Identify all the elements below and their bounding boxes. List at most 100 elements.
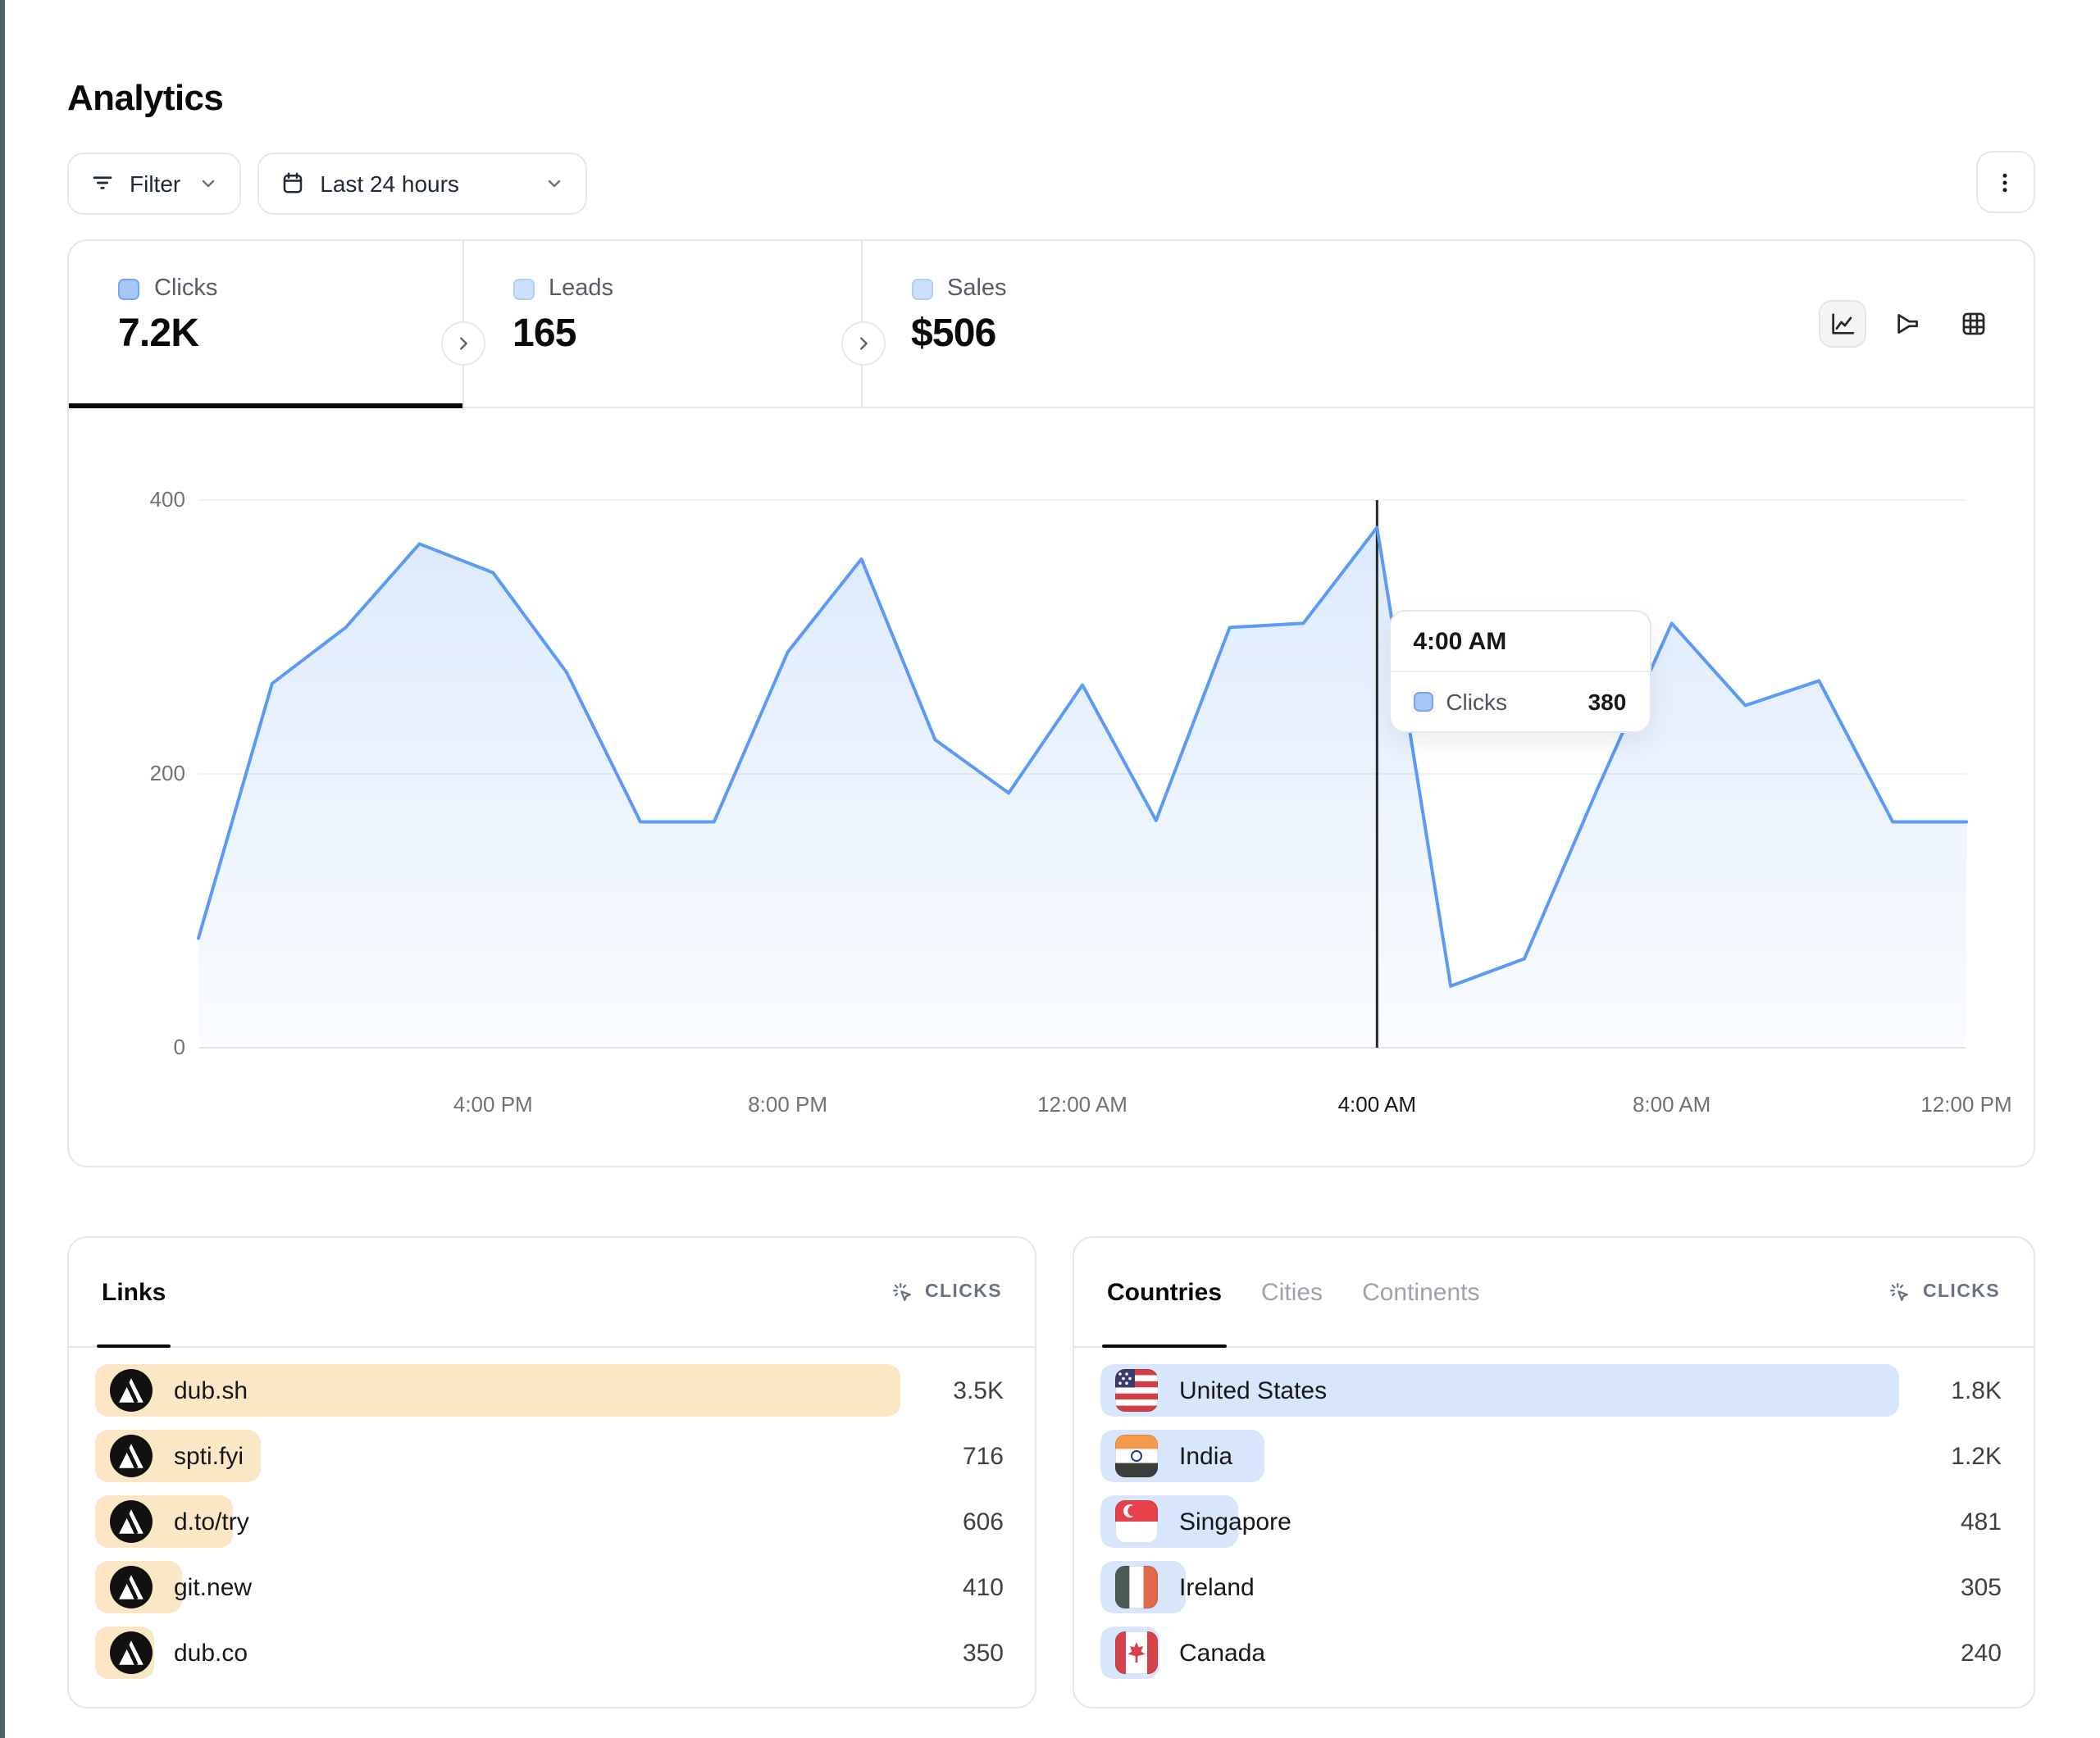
country-row[interactable]: United States 1.8K — [1100, 1364, 2007, 1417]
dub-logo-icon — [110, 1435, 153, 1477]
tab-countries[interactable]: Countries — [1101, 1238, 1228, 1348]
expand-leads-button[interactable] — [441, 321, 485, 366]
calendar-icon — [280, 171, 305, 195]
link-row[interactable]: d.to/try 606 — [95, 1495, 1009, 1548]
metric-label: CLICKS — [1922, 1282, 2000, 1302]
stat-label: Sales — [947, 275, 1007, 302]
row-value: 350 — [962, 1639, 1004, 1667]
y-axis-tick-label: 0 — [173, 1035, 185, 1059]
cursor-click-icon — [892, 1282, 911, 1302]
chevron-down-icon — [544, 173, 564, 193]
y-axis-tick-label: 400 — [149, 487, 185, 512]
row-label: Ireland — [1179, 1573, 1255, 1601]
row-value: 240 — [1960, 1639, 2002, 1667]
clicks-series-chip — [1413, 692, 1433, 712]
tab-continents[interactable]: Continents — [1362, 1278, 1480, 1306]
analytics-card: Clicks 7.2K Leads 165 Sales $ — [67, 239, 2034, 1167]
filter-icon — [90, 171, 115, 195]
sales-series-chip — [911, 278, 932, 299]
tooltip-series-label: Clicks — [1446, 689, 1507, 715]
chevron-right-icon — [460, 337, 467, 350]
stat-value-leads: 165 — [512, 312, 576, 356]
page-title: Analytics — [67, 77, 224, 118]
x-axis-tick-label: 4:00 AM — [1337, 1092, 1416, 1117]
row-value: 716 — [962, 1442, 1004, 1470]
row-label: Canada — [1179, 1639, 1266, 1667]
expand-sales-button[interactable] — [840, 321, 885, 366]
clicks-area-fill — [198, 527, 1966, 1048]
funnel-view-button[interactable] — [1884, 300, 1931, 348]
tooltip-time: 4:00 AM — [1390, 612, 1650, 672]
country-row[interactable]: Canada 240 — [1100, 1627, 2007, 1679]
stat-value-clicks: 7.2K — [118, 312, 199, 356]
clicks-series-chip — [118, 278, 139, 299]
row-label: git.new — [174, 1573, 253, 1601]
stat-value-sales: $506 — [911, 312, 996, 356]
link-row[interactable]: git.new 410 — [95, 1561, 1009, 1613]
filter-label: Filter — [130, 170, 181, 196]
sg-flag-icon — [1115, 1500, 1158, 1543]
dub-logo-icon — [110, 1500, 153, 1543]
stat-label: Leads — [549, 275, 614, 302]
kebab-icon — [1993, 170, 2017, 194]
leads-series-chip — [512, 278, 534, 299]
us-flag-icon — [1115, 1369, 1158, 1412]
link-row[interactable]: dub.sh 3.5K — [95, 1364, 1009, 1417]
links-panel-tabs: Links — [96, 1238, 171, 1348]
chart-tooltip: 4:00 AM Clicks 380 — [1388, 610, 1651, 733]
row-value: 481 — [1960, 1508, 2002, 1536]
x-axis-tick-label: 8:00 AM — [1632, 1092, 1711, 1117]
value-bar — [1100, 1364, 1898, 1417]
date-range-label: Last 24 hours — [320, 170, 459, 196]
row-label: Singapore — [1179, 1508, 1291, 1536]
stat-tab-clicks[interactable]: Clicks 7.2K — [69, 241, 463, 408]
row-label: United States — [1179, 1376, 1328, 1404]
stat-tab-sales[interactable]: Sales $506 — [862, 241, 2033, 407]
x-axis-tick-label: 8:00 PM — [748, 1092, 828, 1117]
table-view-button[interactable] — [1949, 300, 1997, 348]
row-value: 1.2K — [1951, 1442, 2002, 1470]
value-bar — [95, 1364, 900, 1417]
stat-label: Clicks — [154, 275, 218, 302]
tab-links[interactable]: Links — [96, 1238, 171, 1348]
line-chart-view-button[interactable] — [1818, 300, 1865, 348]
country-row[interactable]: Ireland 305 — [1100, 1561, 2007, 1613]
ca-flag-icon — [1115, 1631, 1158, 1674]
tab-cities[interactable]: Cities — [1261, 1278, 1323, 1306]
row-label: dub.co — [174, 1639, 248, 1667]
clicks-series-line — [197, 525, 1968, 988]
dub-logo-icon — [110, 1369, 153, 1412]
grid-table-icon — [1961, 312, 1984, 335]
y-axis-tick-label: 200 — [149, 761, 185, 785]
locations-metric-selector[interactable]: CLICKS — [1888, 1238, 2000, 1346]
clicks-time-series-chart[interactable]: 4:00 AM Clicks 380 400 200 0 4:00 PM 8:00 PM… — [69, 408, 2033, 1166]
funnel-icon — [1897, 314, 1917, 334]
row-label: d.to/try — [174, 1508, 249, 1536]
chevron-down-icon — [198, 173, 218, 193]
stats-tabs: Clicks 7.2K Leads 165 Sales $ — [69, 241, 2033, 408]
row-value: 410 — [962, 1573, 1004, 1601]
links-panel: Links CLICKS dub.sh 3.5K spti.fyi 716 d.to/t… — [67, 1236, 1036, 1708]
chart-canvas — [197, 499, 1968, 1049]
link-row[interactable]: spti.fyi 716 — [95, 1430, 1009, 1482]
links-metric-selector[interactable]: CLICKS — [891, 1238, 1002, 1346]
filter-button[interactable]: Filter — [67, 152, 242, 214]
ie-flag-icon — [1115, 1566, 1158, 1608]
locations-panel: Countries Cities Continents CLICKS United … — [1073, 1236, 2034, 1708]
stat-tab-leads[interactable]: Leads 165 — [463, 241, 862, 407]
line-chart-icon — [1831, 313, 1854, 334]
chevron-right-icon — [859, 337, 867, 350]
date-range-button[interactable]: Last 24 hours — [257, 152, 588, 214]
chart-view-toggles — [1818, 300, 1997, 348]
tooltip-value: 380 — [1588, 689, 1627, 715]
x-axis-tick-label: 12:00 PM — [1920, 1092, 2012, 1117]
more-options-button[interactable] — [1975, 151, 2034, 213]
link-row[interactable]: dub.co 350 — [95, 1627, 1009, 1679]
dub-logo-icon — [110, 1566, 153, 1608]
dub-logo-icon — [110, 1631, 153, 1674]
country-row[interactable]: India 1.2K — [1100, 1430, 2007, 1482]
country-row[interactable]: Singapore 481 — [1100, 1495, 2007, 1548]
x-axis-tick-label: 12:00 AM — [1037, 1092, 1127, 1117]
row-label: spti.fyi — [174, 1442, 244, 1470]
